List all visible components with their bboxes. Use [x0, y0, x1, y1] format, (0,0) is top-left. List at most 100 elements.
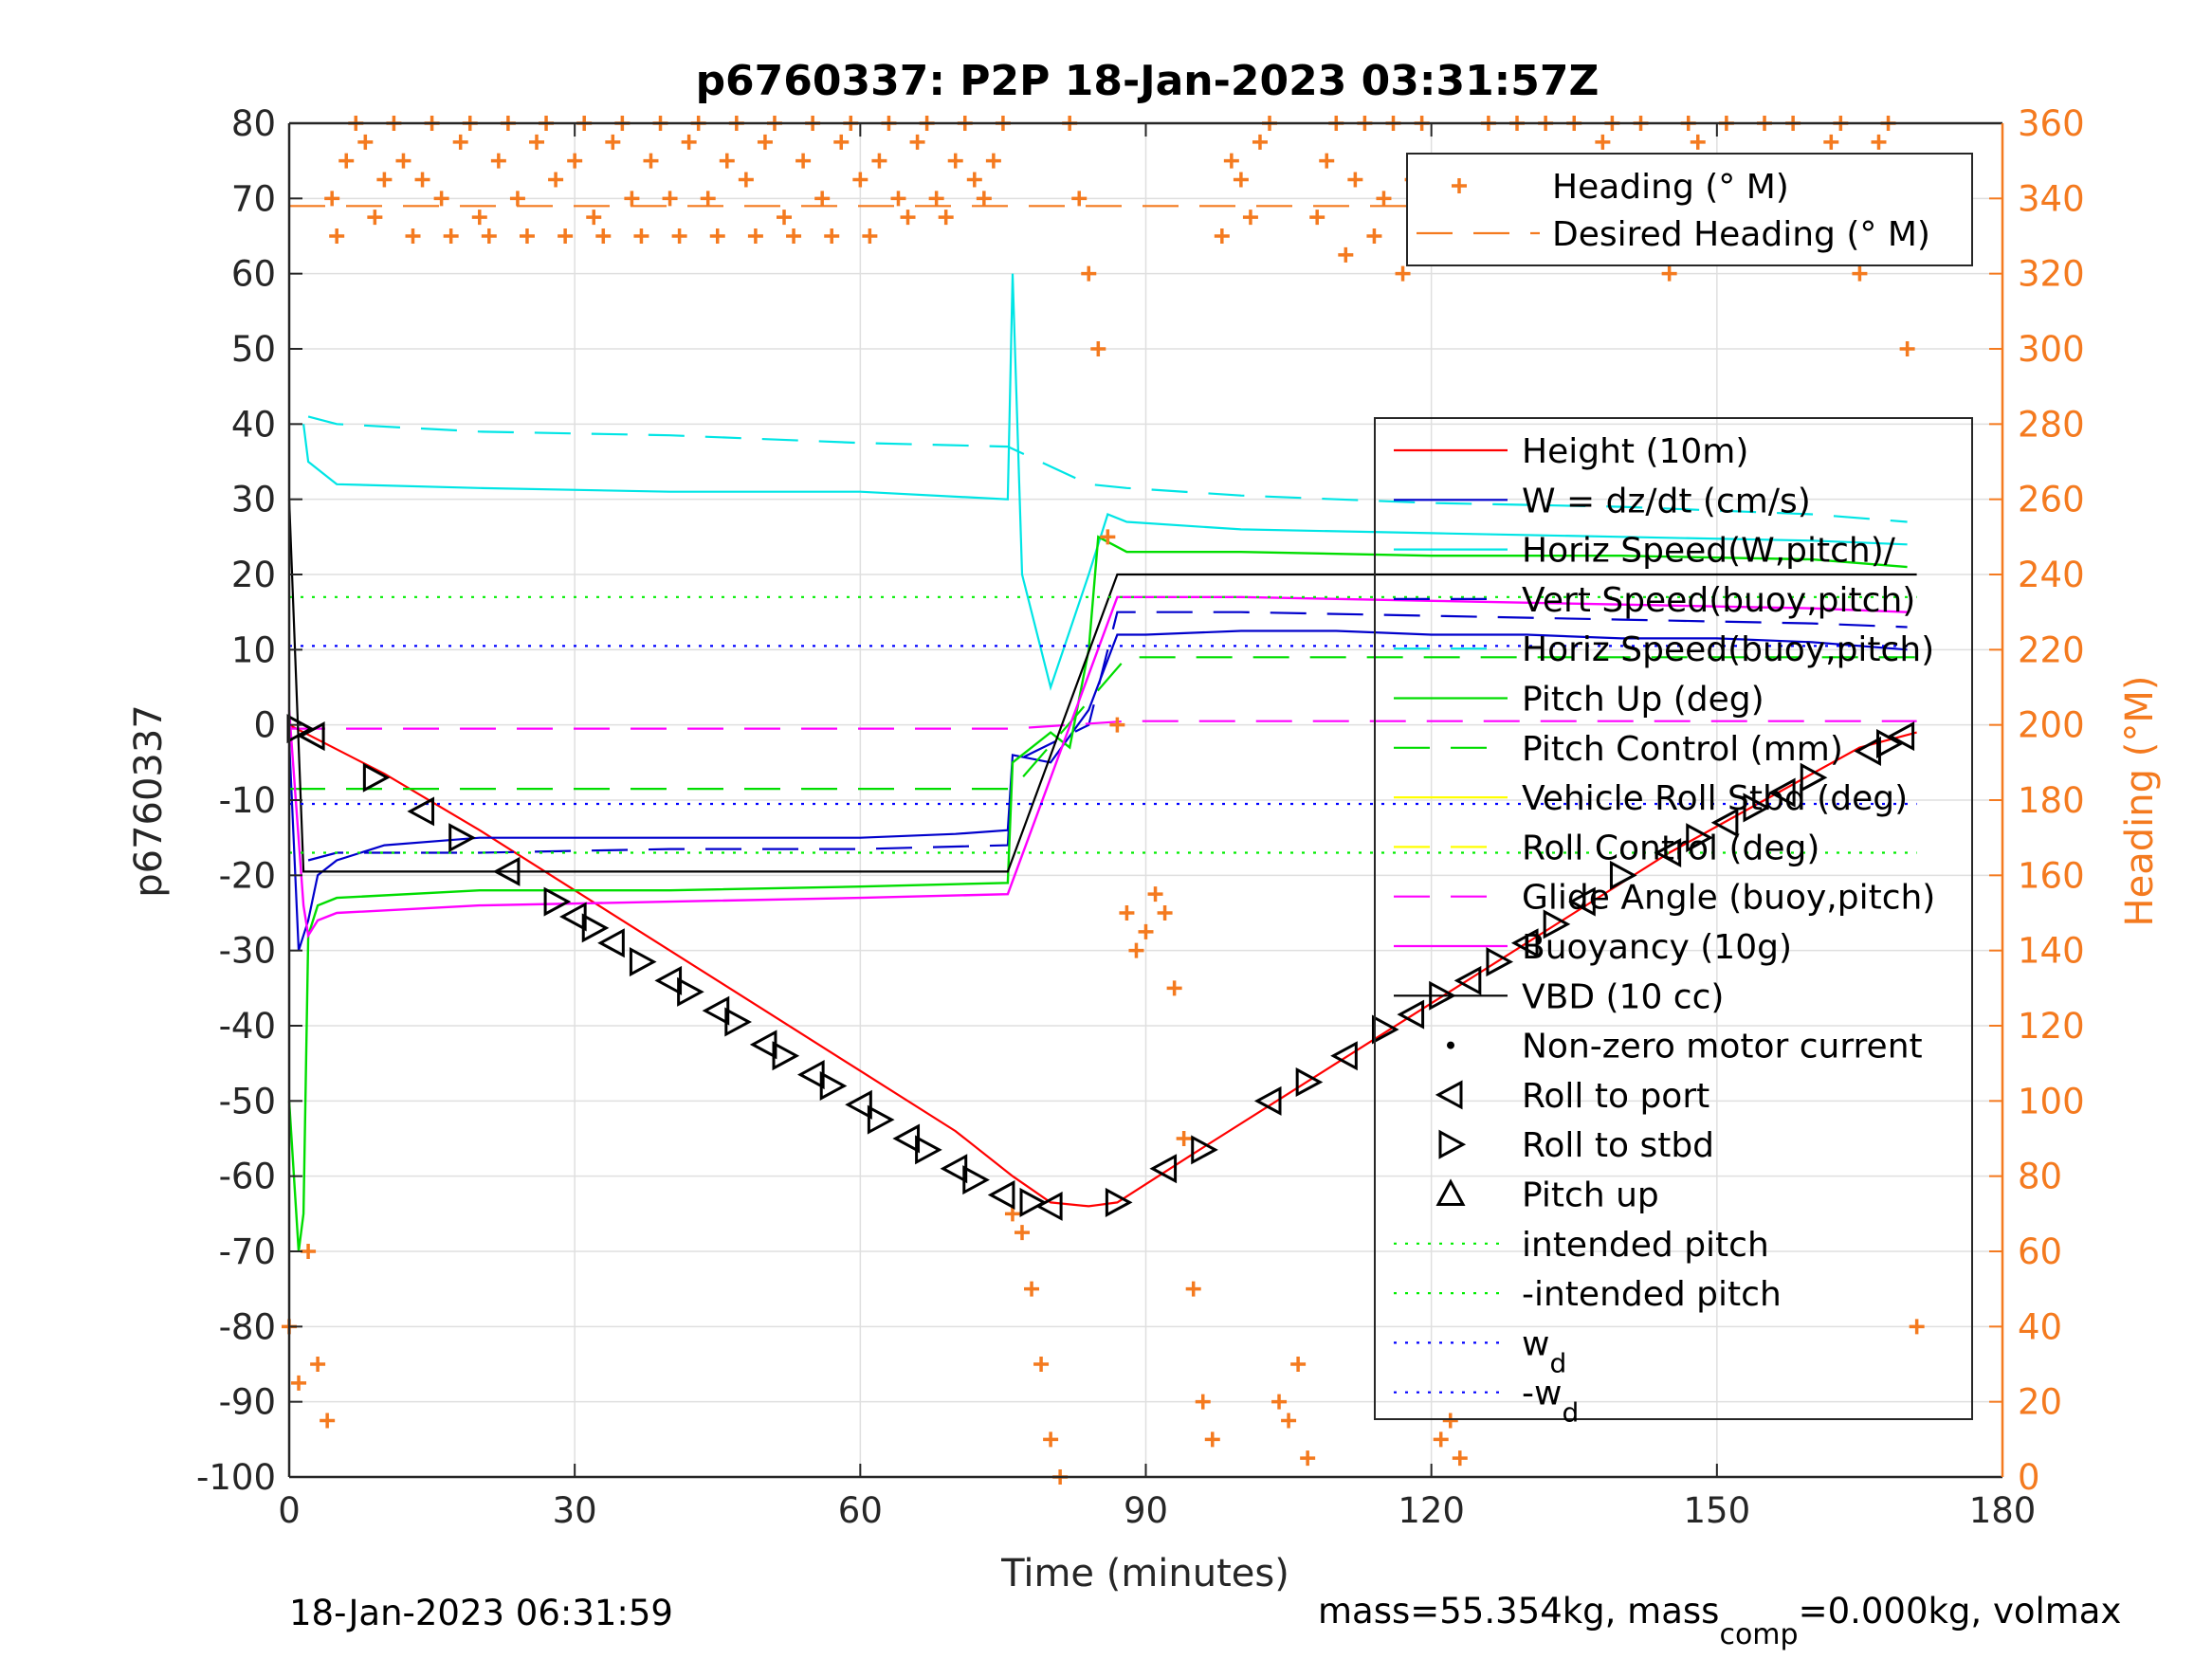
legend-heading-box	[1406, 153, 1973, 266]
legend-label: Vert Speed(buoy,pitch)	[1522, 581, 1915, 620]
y-tick-label: -60	[219, 1157, 276, 1197]
y-tick-label: -50	[219, 1081, 276, 1121]
legend-label: Height (10m)	[1522, 432, 1748, 471]
series-layer	[287, 205, 1917, 1252]
heading-point	[1157, 905, 1173, 921]
roll-port-marker	[1034, 1191, 1063, 1221]
heading-point	[1300, 1450, 1316, 1467]
heading-point	[662, 191, 678, 207]
y-tick-label: 50	[231, 329, 276, 370]
heading-point	[471, 210, 487, 226]
heading-point	[357, 134, 374, 150]
heading-point	[324, 191, 340, 207]
heading-point	[1309, 210, 1325, 226]
roll-port-marker	[1887, 721, 1915, 752]
heading-point	[1899, 341, 1915, 356]
heading-point	[605, 134, 621, 150]
heading-point	[1223, 153, 1239, 169]
roll-port-marker	[1453, 965, 1482, 995]
heading-point	[1014, 1225, 1030, 1241]
legend-label: -intended pitch	[1522, 1275, 1782, 1314]
y2-tick-label: 200	[2018, 705, 2085, 746]
heading-point	[709, 228, 725, 244]
y-tick-label: -10	[219, 780, 276, 821]
y2-tick-label: 60	[2018, 1231, 2062, 1272]
heading-point	[367, 210, 383, 226]
heading-point	[681, 134, 697, 150]
heading-point	[1347, 172, 1363, 188]
roll-port-marker	[1397, 999, 1425, 1030]
chart-title: p6760337: P2P 18-Jan-2023 03:31:57Z	[696, 57, 1600, 105]
heading-point	[1242, 210, 1258, 226]
legend-label: Roll Control (deg)	[1522, 829, 1819, 867]
heading-point	[1319, 153, 1335, 169]
heading-point	[1252, 134, 1268, 150]
heading-point	[329, 228, 345, 244]
roll-stbd-marker	[819, 1070, 848, 1101]
legend-heading-label: Desired Heading (° M)	[1552, 215, 1930, 254]
heading-point	[1214, 228, 1230, 244]
roll-stbd-marker	[677, 976, 704, 1007]
heading-point	[1271, 1394, 1288, 1410]
heading-point	[833, 134, 850, 150]
roll-stbd-marker	[1800, 762, 1828, 793]
marker-layer	[286, 714, 1915, 1221]
heading-point	[1033, 1357, 1050, 1372]
y2-tick-label: 80	[2018, 1157, 2062, 1197]
series-line-horiz-speed-w-pitch-	[302, 273, 1908, 691]
roll-port-marker	[1654, 838, 1682, 868]
heading-point	[871, 153, 887, 169]
series-line-buoyancy-10g-	[287, 595, 1908, 939]
legend-label-subscript: d	[1562, 1397, 1579, 1429]
y2-tick-label: 340	[2018, 178, 2085, 219]
y2-tick-label: 300	[2018, 329, 2085, 370]
series-line-horiz-speed-buoy-pitch-	[307, 415, 1908, 523]
y2-tick-label: 140	[2018, 931, 2085, 972]
heading-point	[1661, 265, 1677, 282]
roll-port-marker	[407, 796, 435, 827]
roll-stbd-marker	[962, 1165, 990, 1195]
y-tick-label: -70	[219, 1231, 276, 1272]
x-tick-label: 60	[838, 1490, 883, 1531]
heading-point	[1909, 1319, 1925, 1335]
heading-point	[1090, 341, 1106, 356]
heading-point	[1024, 1281, 1040, 1297]
heading-point	[1100, 529, 1116, 545]
heading-point	[985, 153, 1001, 169]
roll-stbd-marker	[1743, 793, 1771, 823]
heading-point	[824, 228, 840, 244]
y2-tick-label: 280	[2018, 404, 2085, 445]
heading-point	[1442, 1413, 1458, 1429]
heading-point	[862, 228, 878, 244]
heading-point	[1004, 1206, 1020, 1222]
y2-tick-label: 260	[2018, 480, 2085, 520]
legend-heading-plus-icon	[1452, 178, 1467, 193]
x-tick-label: 30	[553, 1490, 597, 1531]
y2-tick-label: 240	[2018, 555, 2085, 595]
legend-label: Pitch up	[1522, 1176, 1659, 1215]
heading-point	[700, 191, 716, 207]
legend-triangle-right-icon	[1438, 1129, 1467, 1159]
roll-port-marker	[1710, 808, 1739, 838]
heading-point	[777, 210, 793, 226]
legend-label: Horiz Speed(W,pitch)/	[1522, 532, 1896, 571]
heading-point	[376, 172, 393, 188]
heading-point	[1166, 980, 1182, 996]
y-tick-label: -80	[219, 1306, 276, 1347]
heading-point	[1452, 1450, 1468, 1467]
heading-point	[1071, 191, 1088, 207]
heading-point	[938, 210, 954, 226]
heading-point	[1395, 265, 1411, 282]
y-tick-label: -100	[196, 1457, 276, 1498]
legend-label: VBD (10 cc)	[1522, 977, 1724, 1016]
heading-point	[719, 153, 735, 169]
heading-point	[738, 172, 754, 188]
heading-point	[786, 228, 802, 244]
roll-port-marker	[987, 1179, 1015, 1211]
heading-point	[595, 228, 612, 244]
legend-label: Non-zero motor current	[1522, 1028, 1923, 1066]
heading-point	[452, 134, 468, 150]
series-line-height-10m-	[288, 723, 1917, 1208]
roll-port-marker	[1149, 1154, 1178, 1184]
heading-point	[928, 191, 944, 207]
